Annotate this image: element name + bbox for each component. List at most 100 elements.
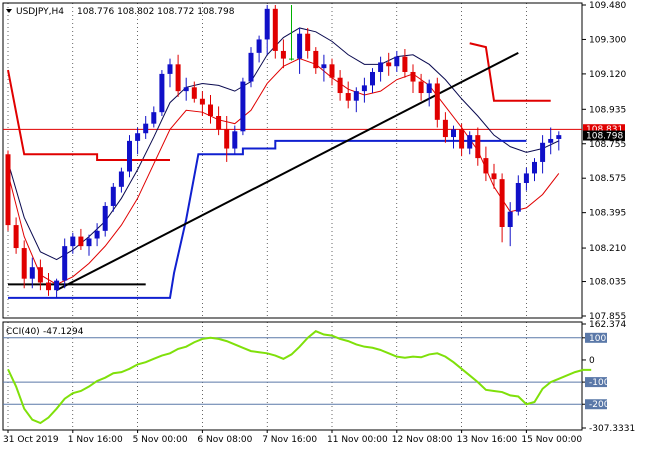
candle-body xyxy=(451,129,456,138)
candle-body xyxy=(321,64,327,69)
candle-body xyxy=(94,230,100,239)
indicator-overlays xyxy=(3,27,582,299)
candle-body xyxy=(127,140,132,172)
time-tick-label: 13 Nov 16:00 xyxy=(457,435,518,445)
cci-value: -47.1294 xyxy=(43,327,84,337)
candles xyxy=(5,5,562,298)
time-tick-label: 15 Nov 00:00 xyxy=(521,435,582,445)
dropdown-triangle-icon[interactable] xyxy=(6,9,12,13)
candle-body xyxy=(532,161,537,174)
candle-body xyxy=(135,133,141,141)
price-tick-label: 107.855 xyxy=(589,312,626,322)
candle-body xyxy=(434,83,440,120)
time-tick-label: 31 Oct 2019 xyxy=(3,435,59,445)
price-panel[interactable] xyxy=(2,2,583,319)
resistance-level-line xyxy=(7,69,170,162)
candle-body xyxy=(216,116,222,130)
candle-body xyxy=(337,77,343,94)
lower-band-line xyxy=(7,58,560,285)
price-tick-label: 108.935 xyxy=(589,105,626,115)
cci-tick-label: -200 xyxy=(589,400,610,410)
candle-body xyxy=(272,8,278,51)
candle-body xyxy=(78,236,84,247)
cci-level-tag xyxy=(585,399,607,410)
candle-body xyxy=(467,135,473,149)
candle-body xyxy=(378,62,384,72)
candle-body xyxy=(151,112,157,124)
candle-body xyxy=(418,81,424,94)
cci-tick-label: -307.3331 xyxy=(589,424,635,434)
support-level-line xyxy=(8,139,527,299)
cci-header: CCI(40) -47.1294 xyxy=(6,327,84,337)
candle-body xyxy=(37,267,43,283)
candle-body xyxy=(370,71,375,86)
candle-body xyxy=(475,135,481,159)
candle-body xyxy=(70,236,76,247)
candle-body xyxy=(46,282,51,291)
cci-level-tag xyxy=(585,332,607,343)
candle-body xyxy=(426,83,432,94)
candle-body xyxy=(297,33,303,59)
time-tick-label: 5 Nov 00:00 xyxy=(133,435,188,445)
price-tick-label: 109.300 xyxy=(589,35,626,45)
grid xyxy=(3,3,582,430)
candle-body xyxy=(191,87,197,99)
candle-body xyxy=(248,52,254,82)
chart-header: USDJPY,H4 108.776 108.802 108.772 108.79… xyxy=(6,7,235,17)
candle-body xyxy=(353,91,359,101)
candle-body xyxy=(224,129,230,149)
candle-body xyxy=(313,50,319,69)
price-tick-label: 108.035 xyxy=(589,278,626,288)
candle-body xyxy=(410,71,416,82)
candle-body xyxy=(21,248,27,279)
time-tick-label: 6 Nov 08:00 xyxy=(197,435,252,445)
candle-body xyxy=(386,62,392,67)
candle-body xyxy=(548,138,554,143)
candle-body xyxy=(13,225,19,249)
upper-band-line xyxy=(7,27,560,261)
candle-body xyxy=(86,238,92,247)
previous-price-label: 108.831 xyxy=(586,125,623,135)
candle-body xyxy=(110,186,116,206)
time-tick-label: 12 Nov 08:00 xyxy=(392,435,453,445)
time-axis: 31 Oct 2019 1 Nov 16:00 5 Nov 00:00 6 Nov 0… xyxy=(3,430,582,445)
candle-body xyxy=(402,56,408,72)
candle-body xyxy=(361,85,367,92)
candle-body xyxy=(507,211,513,228)
candle-body xyxy=(208,104,213,117)
candle-body xyxy=(102,205,108,231)
time-tick-label: 1 Nov 16:00 xyxy=(68,435,123,445)
candle-body xyxy=(499,179,505,228)
candle-body xyxy=(394,56,400,67)
candle-body xyxy=(62,246,68,281)
candle-body xyxy=(523,173,529,183)
cci-indicator xyxy=(7,330,592,425)
price-tick-label: 108.575 xyxy=(589,174,626,184)
candle-body xyxy=(256,39,262,53)
candle-body xyxy=(540,142,546,162)
candle-body xyxy=(305,33,311,51)
resistance-level-line-late xyxy=(469,42,551,102)
candle-body xyxy=(459,129,465,149)
cci-tick-label: 100 xyxy=(589,334,606,344)
cci-tick-label: -100 xyxy=(589,378,610,388)
cci-tick-label: 0 xyxy=(589,356,595,366)
current-price-marker: 108.831 108.798 xyxy=(583,124,625,142)
candle-body xyxy=(345,93,351,101)
price-tick-label: 109.120 xyxy=(589,70,626,80)
price-tick-label: 108.210 xyxy=(589,244,626,254)
candle-body xyxy=(118,171,124,187)
cci-axis: 162.374 100 0 -100 -200 -307.3331 xyxy=(582,320,635,434)
candle-body xyxy=(442,119,448,138)
cci-label: CCI(40) xyxy=(6,327,40,337)
price-axis: 109.480 109.300 109.120 108.935 108.755 108.5… xyxy=(582,1,626,322)
candle-body xyxy=(264,8,270,40)
candle-body xyxy=(515,182,521,212)
cci-panel[interactable] xyxy=(2,321,583,431)
price-tick-label: 108.755 xyxy=(589,140,626,150)
candle-body xyxy=(29,267,35,279)
price-tick-label: 108.395 xyxy=(589,209,626,219)
candle-body xyxy=(240,81,246,132)
candle-body xyxy=(143,123,149,134)
